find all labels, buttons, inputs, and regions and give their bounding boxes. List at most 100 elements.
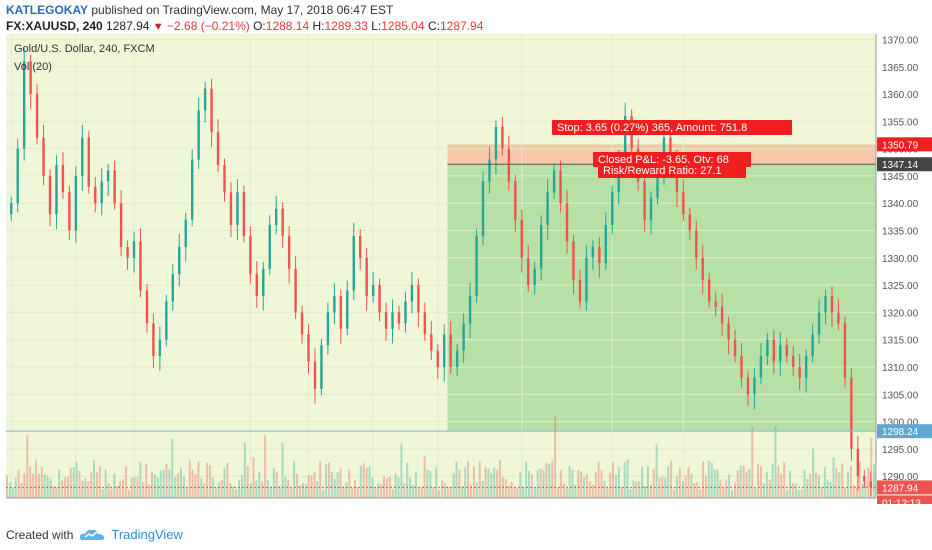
volume-bar — [153, 473, 156, 498]
volume-bar — [557, 488, 560, 498]
volume-bar — [151, 471, 154, 498]
volume-bar — [414, 472, 417, 498]
countdown-bg — [877, 495, 932, 504]
volume-bar — [487, 468, 490, 498]
candle-body — [158, 339, 162, 357]
volume-bar — [536, 470, 539, 498]
price-tick-label: 1335.00 — [882, 227, 919, 238]
candle-body — [455, 350, 459, 367]
volume-bar — [78, 470, 81, 498]
volume-bar — [368, 466, 371, 498]
volume-bar — [209, 465, 212, 498]
volume-bar — [197, 461, 200, 498]
candle-body — [178, 246, 181, 275]
candle-body — [520, 219, 523, 258]
candle-body — [643, 181, 646, 220]
volume-bar — [704, 475, 707, 498]
volume-bar — [820, 486, 823, 498]
volume-bar — [574, 485, 577, 498]
stop-price-badge-bg — [877, 137, 932, 152]
volume-bar — [478, 461, 481, 498]
volume-bar — [180, 467, 183, 498]
volume-bar — [455, 461, 458, 498]
candle-body — [165, 301, 168, 340]
volume-bar — [870, 437, 873, 498]
volume-bar — [699, 489, 702, 498]
time-tick-label: Apr — [430, 503, 447, 504]
volume-bar — [583, 477, 586, 498]
position-zones — [447, 144, 876, 432]
volume-bar — [348, 469, 351, 498]
price-tick-label: 1365.00 — [882, 63, 919, 74]
ohlc-high-value: 1289.33 — [324, 19, 368, 33]
volume-bar — [243, 442, 246, 498]
volume-bar — [475, 482, 478, 498]
candle-body — [339, 296, 343, 329]
volume-bar — [342, 486, 345, 498]
volume-bar — [61, 480, 64, 498]
time-tick-label: 14 — [675, 503, 687, 504]
volume-bar — [513, 486, 516, 498]
volume-bar — [220, 480, 223, 498]
candle-body — [333, 296, 336, 313]
volume-bar — [670, 460, 673, 498]
volume-bar — [852, 485, 855, 498]
volume-bar — [591, 484, 594, 498]
volume-bar — [136, 476, 139, 498]
volume-bar — [168, 468, 171, 498]
candle-body — [753, 377, 756, 395]
volume-bar — [362, 463, 365, 498]
candle-body — [126, 246, 129, 258]
candle-body — [656, 175, 659, 198]
volume-bar — [52, 485, 55, 498]
candle-body — [74, 175, 78, 231]
candle-body — [223, 165, 226, 193]
volume-bar — [716, 469, 719, 498]
volume-bar — [757, 463, 760, 498]
volume-bar — [316, 480, 319, 498]
time-axis[interactable]: 23 Feb 12 Mar 12 21 Apr 16 May 14 — [6, 497, 876, 504]
candle-body — [708, 279, 711, 302]
candle-body — [604, 225, 607, 264]
volume-bar — [609, 472, 612, 498]
candle-body — [236, 192, 239, 226]
volume-bar — [194, 474, 197, 498]
price-tick-label: 1290.00 — [882, 472, 919, 483]
candle-body — [249, 235, 252, 275]
volume-bar — [467, 460, 470, 498]
candle-body — [430, 334, 433, 351]
volume-bar — [519, 472, 522, 498]
volume-bar — [95, 472, 98, 498]
candle-body — [850, 377, 853, 449]
candle-body — [766, 339, 769, 357]
candle-body — [714, 301, 717, 307]
volume-bar — [278, 485, 281, 498]
volume-bar — [652, 468, 655, 498]
price-tick-label: 1340.00 — [882, 199, 919, 210]
candle-body — [785, 345, 788, 357]
candle-body — [514, 181, 517, 220]
candle-body — [611, 192, 614, 226]
volume-bar — [69, 467, 72, 498]
candle-body — [16, 148, 19, 204]
volume-bar — [867, 467, 870, 498]
volume-bar — [354, 480, 357, 498]
volume-bar — [861, 483, 864, 498]
candle-body — [359, 235, 362, 258]
volume-bar — [841, 463, 844, 498]
volume-bar — [388, 476, 391, 498]
tradingview-link[interactable]: TradingView — [111, 527, 183, 542]
volume-bar — [122, 479, 125, 498]
candle-body — [559, 170, 562, 204]
volume-bar — [313, 471, 316, 498]
volume-bar — [496, 469, 499, 498]
price-axis[interactable]: 1290.00 1295.00 1300.00 1305.00 1310.00 1315.… — [875, 34, 932, 504]
author-link[interactable]: KATLEGOKAY — [6, 3, 89, 17]
volume-bar — [818, 475, 821, 498]
volume-bar — [223, 467, 226, 498]
volume-bar — [809, 473, 812, 498]
volume-bar — [577, 469, 580, 498]
price-chart[interactable]: 1290.00 1295.00 1300.00 1305.00 1310.00 1315.… — [0, 34, 932, 504]
candle-body — [527, 257, 530, 286]
volume-bar — [635, 481, 638, 498]
